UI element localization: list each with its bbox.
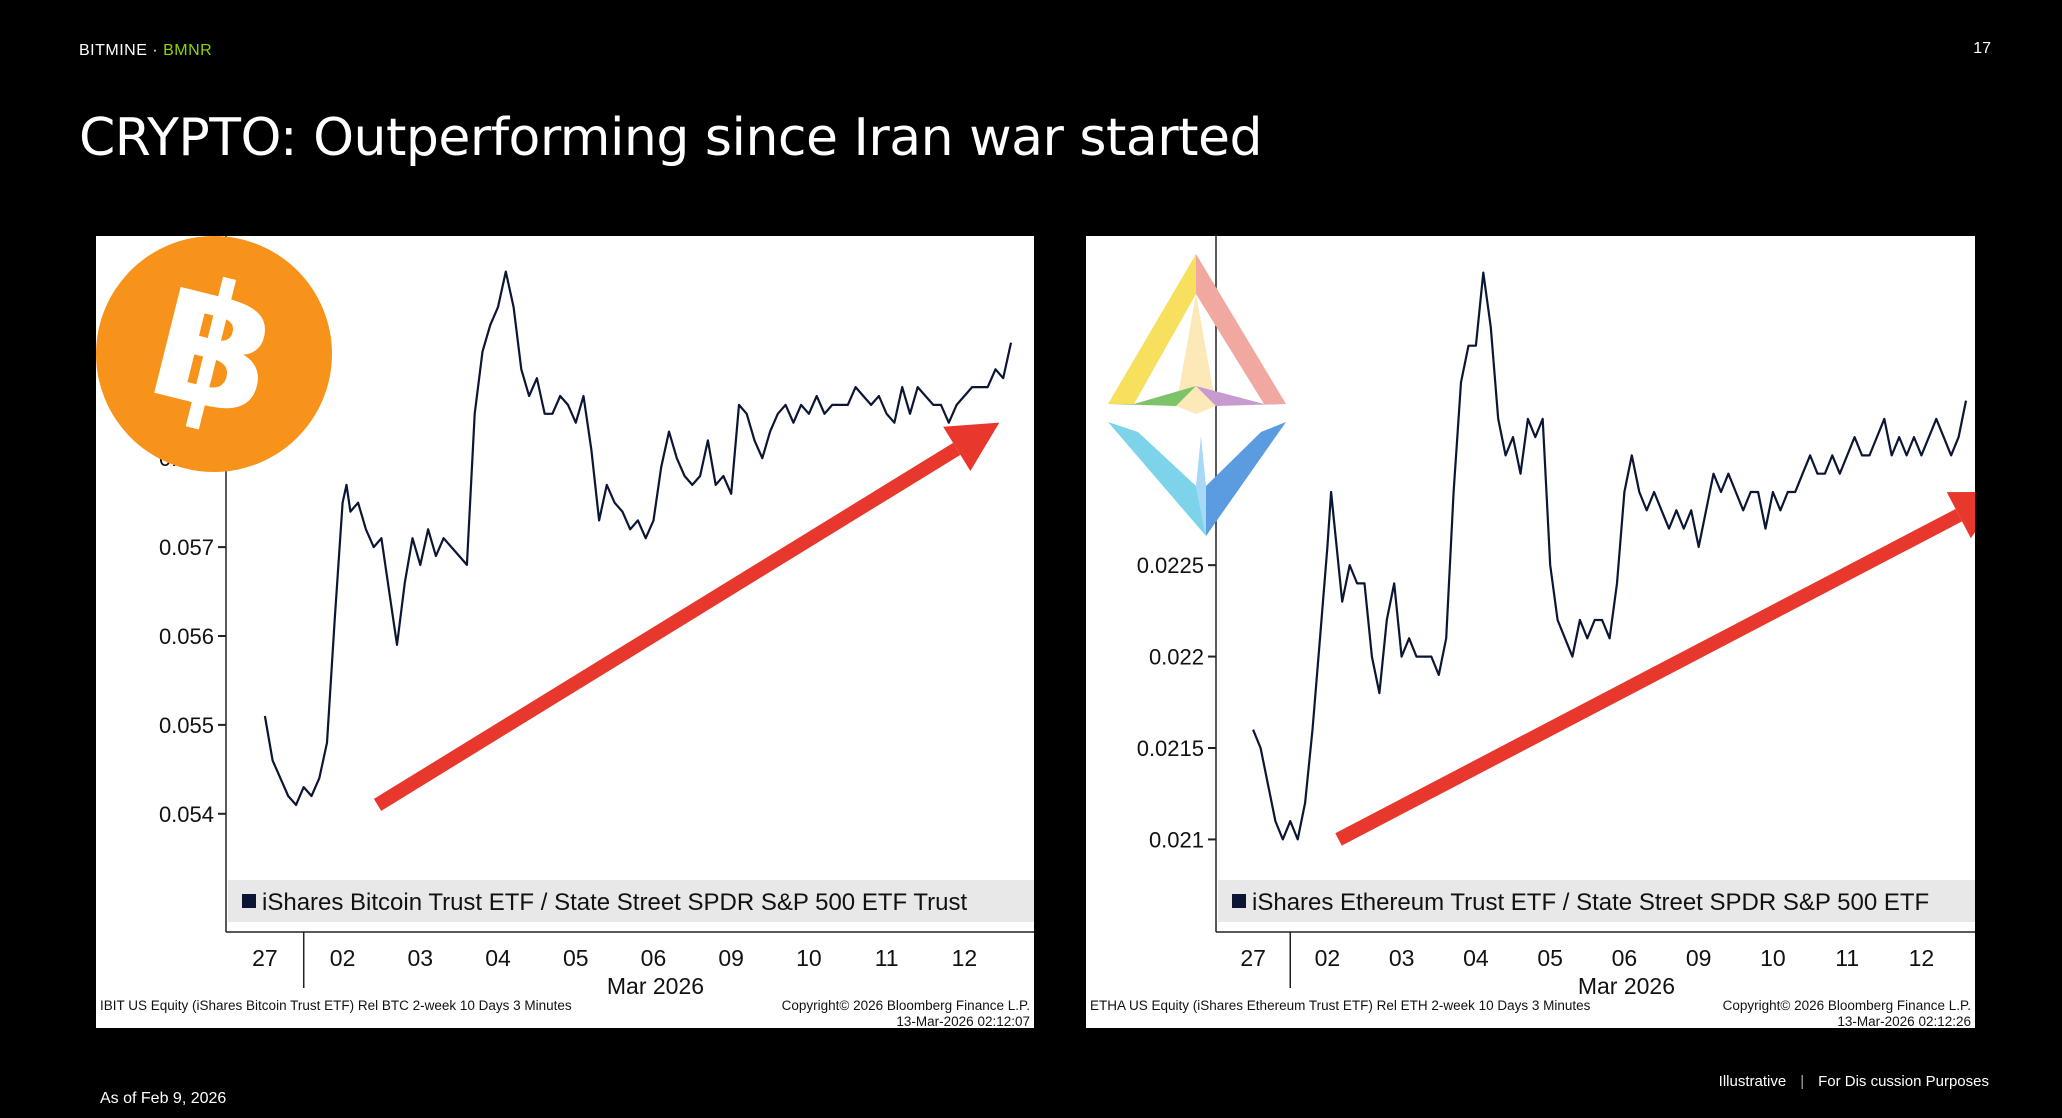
eth-bottom-right <box>1206 422 1286 536</box>
x-tick-label: 06 <box>641 945 667 971</box>
trend-arrow-head <box>943 422 1000 472</box>
timestamp-caption: 13-Mar-2026 02:12:26 <box>1837 1014 1971 1028</box>
legend-swatch <box>1232 894 1246 908</box>
x-tick-label: 10 <box>796 945 822 971</box>
y-tick-label: 0.056 <box>159 624 214 649</box>
x-tick-label: 05 <box>563 945 589 971</box>
x-tick-label: 09 <box>1686 945 1712 971</box>
trend-arrow-shaft <box>373 442 961 811</box>
brand-ticker: BMNR <box>163 42 213 59</box>
slide-title: CRYPTO: Outperforming since Iran war sta… <box>79 108 1263 168</box>
y-tick-label: 0.022 <box>1149 645 1204 670</box>
eth-chart-panel: 0.021 0.0215 0.022 0.0225 iShares Ethereum T… <box>1086 236 1975 1028</box>
timestamp-caption: 13-Mar-2026 02:12:07 <box>896 1014 1030 1028</box>
discussion-label: For Dis cussion Purposes <box>1818 1073 1989 1090</box>
x-tick-label: 27 <box>1240 945 1266 971</box>
as-of-date: As of Feb 9, 2026 <box>100 1090 227 1107</box>
eth-top-right <box>1196 254 1286 404</box>
x-tick-label: 27 <box>252 945 278 971</box>
x-tick-label: 09 <box>718 945 744 971</box>
eth-bottom-left <box>1108 422 1206 536</box>
eth-mid-right <box>1196 386 1286 406</box>
legend-label: iShares Bitcoin Trust ETF / State Street… <box>262 889 967 916</box>
x-tick-label: 03 <box>1389 945 1415 971</box>
eth-top-center <box>1176 294 1216 414</box>
x-tick-label: 02 <box>330 945 356 971</box>
x-tick-label: 11 <box>875 945 899 971</box>
x-tick-label: 06 <box>1612 945 1638 971</box>
x-tick-label: 12 <box>1909 945 1935 971</box>
x-tick-label: 03 <box>408 945 434 971</box>
x-tick-label: 12 <box>952 945 978 971</box>
y-tick-label: 0.057 <box>159 535 214 560</box>
x-month-label: Mar 2026 <box>607 973 704 999</box>
x-tick-label: 10 <box>1760 945 1786 971</box>
brand-prefix: BITMINE · <box>79 42 164 59</box>
trend-arrow-head <box>1946 492 1975 539</box>
bitcoin-icon-disc <box>96 236 332 472</box>
illustrative-label: Illustrative <box>1718 1073 1787 1090</box>
eth-mid-left <box>1108 386 1196 406</box>
x-tick-label: 11 <box>1835 945 1859 971</box>
y-tick-label: 0.0215 <box>1137 736 1204 761</box>
brand-label: BITMINE · BMNR <box>79 42 212 60</box>
y-tick-label: 0.055 <box>159 713 214 738</box>
source-caption: ETHA US Equity (iShares Ethereum Trust E… <box>1090 998 1591 1013</box>
eth-bottom-center <box>1196 436 1206 536</box>
legend-box <box>1218 880 1975 922</box>
ratio-line <box>263 270 1013 806</box>
source-caption: IBIT US Equity (iShares Bitcoin Trust ET… <box>100 998 572 1013</box>
x-tick-label: 04 <box>1463 945 1489 971</box>
legend-label: iShares Ethereum Trust ETF / State Stree… <box>1252 889 1929 916</box>
bitcoin-icon: ฿ <box>96 236 332 472</box>
footer-note: Illustrative | For Dis cussion Purposes <box>1719 1073 1989 1090</box>
footer-separator: | <box>1800 1073 1805 1090</box>
y-tick-label: 0.021 <box>1149 827 1204 852</box>
trend-arrow-shaft <box>1335 508 1963 846</box>
y-tick-label: 0.0225 <box>1137 553 1204 578</box>
x-tick-label: 05 <box>1537 945 1563 971</box>
eth-top-left <box>1108 254 1196 404</box>
x-month-label: Mar 2026 <box>1578 973 1675 999</box>
page-number: 17 <box>1973 40 1991 57</box>
copyright-caption: Copyright© 2026 Bloomberg Finance L.P. <box>782 998 1030 1013</box>
ethereum-icon <box>1108 254 1286 536</box>
legend-box <box>228 880 1034 922</box>
ratio-line <box>1252 271 1968 841</box>
x-tick-label: 04 <box>485 945 511 971</box>
y-tick-label: 0.054 <box>159 802 214 827</box>
copyright-caption: Copyright© 2026 Bloomberg Finance L.P. <box>1723 998 1971 1013</box>
legend-swatch <box>242 894 256 908</box>
x-tick-label: 02 <box>1315 945 1341 971</box>
eth-ratio-chart: 0.021 0.0215 0.022 0.0225 iShares Ethereum T… <box>1090 236 1975 1028</box>
